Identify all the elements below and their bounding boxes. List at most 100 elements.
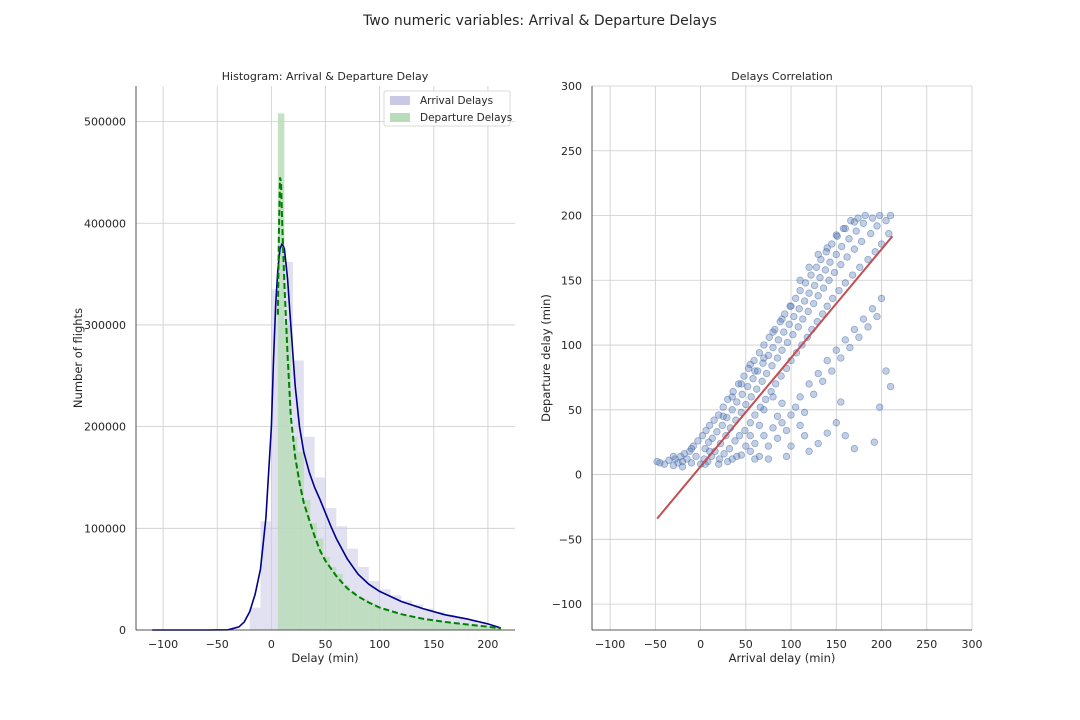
scatter-point bbox=[807, 271, 815, 279]
scatter-point bbox=[746, 419, 754, 427]
scatter-point bbox=[796, 393, 804, 401]
scatter-x-tick-label: 200 bbox=[871, 638, 892, 651]
scatter-point bbox=[772, 380, 780, 388]
scatter-x-tick-label: 300 bbox=[962, 638, 983, 651]
scatter-point bbox=[773, 434, 782, 442]
scatter-point bbox=[864, 255, 872, 264]
histogram-bar bbox=[412, 604, 423, 630]
scatter-point bbox=[877, 294, 886, 303]
scatter-point bbox=[800, 432, 809, 440]
scatter-point bbox=[740, 372, 748, 380]
legend-swatch-arrival bbox=[390, 96, 410, 105]
hist-x-tick-label: −100 bbox=[148, 638, 178, 651]
scatter-point bbox=[832, 346, 840, 354]
scatter-point bbox=[737, 380, 745, 388]
scatter-x-tick-label: −100 bbox=[595, 638, 625, 651]
scatter-point bbox=[778, 399, 786, 407]
scatter-point bbox=[742, 442, 750, 450]
scatter-point bbox=[751, 455, 759, 463]
scatter-point bbox=[841, 279, 849, 287]
scatter-y-label: Departure delay (min) bbox=[539, 294, 553, 422]
scatter-point bbox=[715, 460, 723, 468]
scatter-points bbox=[653, 211, 895, 471]
scatter-point bbox=[753, 367, 762, 375]
histogram-bar bbox=[329, 566, 337, 630]
hist-y-tick-label: 100000 bbox=[84, 522, 126, 535]
histogram-bar bbox=[277, 113, 285, 630]
histogram-y-ticks: 0 100000 200000 300000 400000 500000 bbox=[84, 116, 126, 637]
scatter-point bbox=[768, 362, 776, 370]
scatter-point bbox=[746, 360, 754, 369]
histogram-bar bbox=[323, 556, 330, 630]
scatter-point bbox=[886, 211, 895, 220]
scatter-point bbox=[837, 261, 845, 269]
scatter-point bbox=[738, 390, 746, 398]
scatter-point bbox=[848, 271, 857, 279]
scatter-point bbox=[833, 232, 841, 240]
scatter-x-tick-label: 0 bbox=[697, 638, 704, 651]
scatter-point bbox=[785, 320, 793, 328]
scatter-point bbox=[819, 284, 828, 292]
scatter-x-tick-label: 100 bbox=[781, 638, 802, 651]
scatter-point bbox=[852, 227, 860, 235]
histogram-bar bbox=[455, 624, 467, 630]
scatter-point bbox=[799, 315, 807, 323]
scatter-panel: Delays Correlation −100 −50 0 50 100 150 200 25… bbox=[539, 70, 983, 665]
scatter-point bbox=[850, 218, 859, 226]
scatter-point bbox=[805, 263, 813, 271]
scatter-point bbox=[778, 419, 786, 427]
scatter-point bbox=[814, 369, 822, 378]
scatter-point bbox=[728, 393, 736, 401]
scatter-point bbox=[819, 310, 827, 318]
scatter-point bbox=[873, 222, 881, 230]
histogram-bar bbox=[249, 607, 261, 630]
scatter-point bbox=[708, 434, 716, 442]
scatter-point bbox=[873, 312, 881, 321]
scatter-point bbox=[841, 336, 849, 344]
scatter-point bbox=[751, 411, 759, 419]
legend-swatch-departure bbox=[390, 113, 410, 122]
scatter-point bbox=[832, 419, 840, 427]
scatter-point bbox=[876, 211, 884, 220]
scatter-point bbox=[850, 445, 859, 453]
histogram-bar bbox=[297, 452, 304, 630]
histogram-bar bbox=[355, 596, 363, 630]
scatter-point bbox=[796, 421, 804, 430]
legend-label-departure: Departure Delays bbox=[420, 112, 512, 124]
scatter-point bbox=[710, 416, 718, 424]
scatter-x-label: Arrival delay (min) bbox=[729, 651, 836, 665]
histogram-bar bbox=[362, 599, 369, 630]
histogram-bar bbox=[375, 606, 382, 630]
histogram-bar bbox=[310, 523, 317, 630]
histogram-bar bbox=[342, 585, 350, 630]
scatter-point bbox=[764, 455, 773, 463]
scatter-point bbox=[780, 328, 788, 336]
scatter-point bbox=[724, 457, 732, 466]
scatter-point bbox=[823, 429, 831, 437]
legend-frame bbox=[383, 90, 511, 127]
hist-x-tick-label: −50 bbox=[206, 638, 229, 651]
scatter-point bbox=[850, 325, 859, 334]
scatter-point bbox=[756, 403, 764, 411]
scatter-point bbox=[800, 297, 809, 305]
scatter-grid bbox=[592, 85, 973, 630]
scatter-point bbox=[741, 426, 749, 435]
scatter-point bbox=[746, 432, 754, 440]
histogram-bar bbox=[401, 600, 413, 630]
scatter-point bbox=[791, 403, 800, 411]
scatter-point bbox=[760, 406, 768, 414]
scatter-point bbox=[724, 395, 732, 404]
scatter-point bbox=[751, 439, 759, 448]
scatter-point bbox=[810, 281, 819, 290]
scatter-point bbox=[760, 354, 768, 362]
scatter-point bbox=[778, 315, 786, 323]
scatter-point bbox=[678, 457, 687, 466]
scatter-point bbox=[841, 224, 849, 233]
scatter-point bbox=[835, 286, 843, 295]
figure-suptitle: Two numeric variables: Arrival & Departu… bbox=[362, 13, 717, 29]
scatter-point bbox=[882, 367, 890, 375]
scatter-point bbox=[778, 346, 786, 354]
hist-y-tick-label: 500000 bbox=[84, 116, 126, 129]
scatter-point bbox=[742, 400, 750, 409]
